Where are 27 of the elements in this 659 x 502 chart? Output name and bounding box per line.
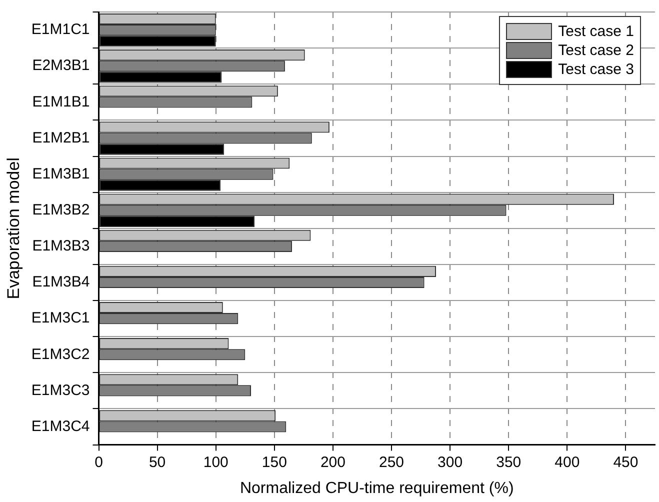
x-tick-label: 0 <box>94 454 103 471</box>
y-tick-label: E1M3B4 <box>32 274 90 291</box>
y-tick-label: E1M3B2 <box>32 202 90 219</box>
x-tick-label: 300 <box>438 454 463 471</box>
x-tick-label: 150 <box>262 454 287 471</box>
x-tick-label: 250 <box>379 454 404 471</box>
x-tick-label: 400 <box>554 454 580 471</box>
legend-label: Test case 2 <box>558 42 634 59</box>
y-tick-label: E1M3C1 <box>31 310 90 327</box>
legend-label: Test case 3 <box>558 61 634 78</box>
x-axis-title: Normalized CPU-time requirement (%) <box>240 480 514 497</box>
x-tick-label: 450 <box>613 454 638 471</box>
y-tick-label: E1M3C4 <box>31 418 90 435</box>
y-tick-label: E1M1C1 <box>31 21 90 38</box>
y-tick-label: E1M3C3 <box>31 382 90 399</box>
x-tick-label: 200 <box>320 454 346 471</box>
y-tick-label: E1M3B1 <box>32 165 90 182</box>
y-tick-label: E1M3C2 <box>31 346 90 363</box>
y-tick-label: E2M3B1 <box>32 57 90 74</box>
y-axis-title: Evaporation model <box>4 158 23 300</box>
x-tick-label: 100 <box>203 454 228 471</box>
x-tick-label: 50 <box>148 454 166 471</box>
x-tick-label: 350 <box>496 454 522 471</box>
y-tick-label: E1M2B1 <box>32 129 90 146</box>
legend-label: Test case 1 <box>558 23 634 40</box>
y-tick-label: E1M3B3 <box>32 238 90 255</box>
y-tick-label: E1M1B1 <box>32 93 90 110</box>
